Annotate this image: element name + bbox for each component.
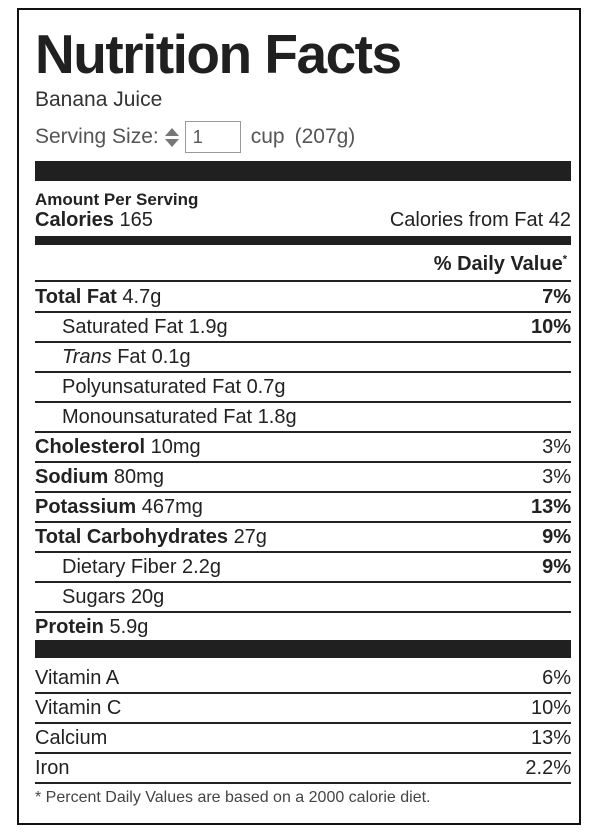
divider: [35, 692, 571, 694]
divider: [35, 581, 571, 583]
divider: [35, 782, 571, 784]
vitamin-label: Vitamin A: [35, 667, 120, 689]
vitamin-daily-value: 10%: [530, 697, 571, 719]
nutrient-label: Potassium: [35, 496, 137, 518]
divider: [35, 311, 571, 313]
calories-label: Calories: [35, 209, 114, 231]
nutrient-amount: 27g: [233, 526, 267, 548]
vitamin-row-calcium: Calcium 13%: [35, 724, 571, 752]
divider: [35, 752, 571, 754]
nutrition-label: Nutrition Facts Banana Juice Serving Siz…: [17, 8, 581, 825]
calories-value: 165: [119, 209, 153, 231]
nutrient-label: Sodium: [35, 466, 109, 488]
divider: [35, 722, 571, 724]
nutrient-row-saturated-fat: Saturated Fat 1.9g 10%: [35, 313, 571, 341]
serving-size-label: Serving Size:: [35, 125, 159, 148]
divider: [35, 521, 571, 523]
nutrient-label: Dietary Fiber: [62, 556, 177, 578]
nutrient-label: Sugars: [62, 586, 126, 608]
vitamin-daily-value: 6%: [542, 667, 571, 689]
nutrient-label: Monounsaturated Fat: [62, 406, 253, 428]
nutrient-label: Saturated Fat: [62, 316, 184, 338]
nutrient-label: Total Carbohydrates: [35, 526, 228, 548]
thick-divider: [35, 161, 571, 181]
divider: [35, 341, 571, 343]
nutrient-label: Cholesterol: [35, 436, 146, 458]
daily-value-marker: *: [562, 253, 567, 266]
calories-from-fat-label: Calories from Fat: [389, 209, 544, 231]
vitamin-label: Calcium: [35, 727, 108, 749]
nutrient-amount: 0.7g: [246, 376, 286, 398]
divider: [35, 611, 571, 613]
nutrient-label: Polyunsaturated Fat: [62, 376, 241, 398]
nutrient-row-trans-fat: Trans Fat 0.1g: [35, 343, 571, 371]
label-title: Nutrition Facts: [35, 23, 402, 85]
nutrient-label: Total Fat: [35, 286, 117, 308]
vitamin-daily-value: 2.2%: [525, 757, 571, 779]
calories-row: Calories 165 Calories from Fat 42: [35, 206, 571, 234]
vitamin-daily-value: 13%: [530, 727, 571, 749]
calories-from-fat-value: 42: [548, 209, 571, 231]
nutrient-amount: 1.8g: [257, 406, 297, 428]
serving-size-row: Serving Size: cup (207g): [35, 120, 355, 154]
thick-divider: [35, 640, 571, 658]
nutrient-amount: 20g: [130, 586, 165, 608]
nutrient-amount: 467mg: [141, 496, 203, 518]
serving-weight: (207g): [294, 125, 356, 148]
nutrient-amount: 80mg: [113, 466, 164, 488]
decrement-arrow-icon[interactable]: [164, 138, 179, 147]
divider: [35, 491, 571, 493]
nutrient-row-dietary-fiber: Dietary Fiber 2.2g 9%: [35, 553, 571, 581]
vitamin-row-iron: Iron 2.2%: [35, 754, 571, 782]
nutrient-daily-value: 9%: [542, 526, 571, 548]
nutrient-amount: 1.9g: [188, 316, 228, 338]
divider: [35, 401, 571, 403]
vitamin-row-vitamin-c: Vitamin C 10%: [35, 694, 571, 722]
nutrient-row-total-carbohydrates: Total Carbohydrates 27g 9%: [35, 523, 571, 551]
nutrient-row-cholesterol: Cholesterol 10mg 3%: [35, 433, 571, 461]
nutrient-amount: 2.2g: [182, 556, 221, 578]
increment-arrow-icon[interactable]: [164, 127, 179, 136]
nutrient-amount: 5.9g: [109, 616, 149, 638]
vitamin-row-vitamin-a: Vitamin A 6%: [35, 664, 571, 692]
serving-unit: cup: [250, 125, 285, 148]
nutrient-row-protein: Protein 5.9g: [35, 613, 571, 641]
nutrient-amount: 10mg: [150, 436, 201, 458]
nutrient-row-sodium: Sodium 80mg 3%: [35, 463, 571, 491]
divider: [35, 431, 571, 433]
daily-value-header-text: % Daily Value: [433, 253, 563, 275]
nutrient-daily-value: 10%: [530, 316, 571, 338]
nutrient-amount: 4.7g: [122, 286, 162, 308]
vitamin-label: Vitamin C: [35, 697, 122, 719]
daily-value-header: % Daily Value*: [434, 253, 567, 276]
divider: [35, 280, 571, 282]
nutrient-label: Protein: [35, 616, 104, 638]
serving-quantity-input[interactable]: [184, 121, 241, 153]
vitamin-label: Iron: [35, 757, 70, 779]
nutrient-row-potassium: Potassium 467mg 13%: [35, 493, 571, 521]
nutrient-row-monounsaturated-fat: Monounsaturated Fat 1.8g: [35, 403, 571, 431]
quantity-spinner-icon[interactable]: [164, 127, 179, 147]
amount-per-serving: Amount Per Serving: [35, 190, 199, 209]
nutrient-daily-value: 7%: [542, 286, 571, 308]
nutrient-daily-value: 3%: [542, 436, 571, 458]
nutrient-daily-value: 13%: [530, 496, 571, 518]
nutrient-amount: 0.1g: [151, 346, 191, 368]
nutrient-row-total-fat: Total Fat 4.7g 7%: [35, 283, 571, 311]
food-name: Banana Juice: [35, 88, 163, 111]
medium-divider: [35, 236, 571, 245]
divider: [35, 461, 571, 463]
nutrient-daily-value: 3%: [542, 466, 571, 488]
nutrient-label-italic: Trans: [62, 346, 112, 368]
nutrient-daily-value: 9%: [542, 556, 571, 578]
footnote: * Percent Daily Values are based on a 20…: [35, 789, 431, 806]
divider: [35, 371, 571, 373]
nutrient-row-sugars: Sugars 20g: [35, 583, 571, 611]
divider: [35, 551, 571, 553]
nutrient-label: Fat: [117, 346, 147, 368]
nutrient-row-polyunsaturated-fat: Polyunsaturated Fat 0.7g: [35, 373, 571, 401]
